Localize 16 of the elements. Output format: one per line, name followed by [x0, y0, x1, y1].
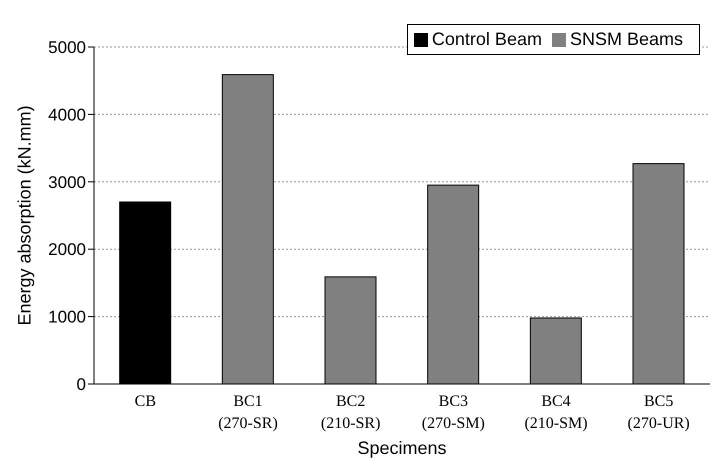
x-tick-label: BC1 (270-SR)	[218, 393, 278, 432]
y-tick-label: 4000	[48, 105, 86, 124]
x-tick-label: CB	[134, 393, 156, 410]
x-tick-label: BC4 (210-SM)	[524, 393, 588, 432]
x-tick-label: BC5 (270-UR)	[628, 393, 690, 432]
y-tick-label: 5000	[48, 38, 86, 58]
x-tick-label: BC2 (210-SR)	[320, 393, 380, 432]
x-axis-title: Specimens	[357, 438, 447, 458]
y-tick-label: 3000	[48, 172, 86, 192]
y-axis-title: Energy absorption (kN.mm)	[14, 105, 34, 326]
y-tick-label: 0	[76, 375, 86, 394]
legend-label: Control Beam	[432, 29, 542, 49]
y-tick-label: 1000	[48, 308, 86, 327]
x-tick-label: BC3 (270-SM)	[422, 393, 485, 432]
legend-label: SNSM Beams	[570, 29, 683, 49]
y-tick-label: 2000	[48, 240, 86, 260]
